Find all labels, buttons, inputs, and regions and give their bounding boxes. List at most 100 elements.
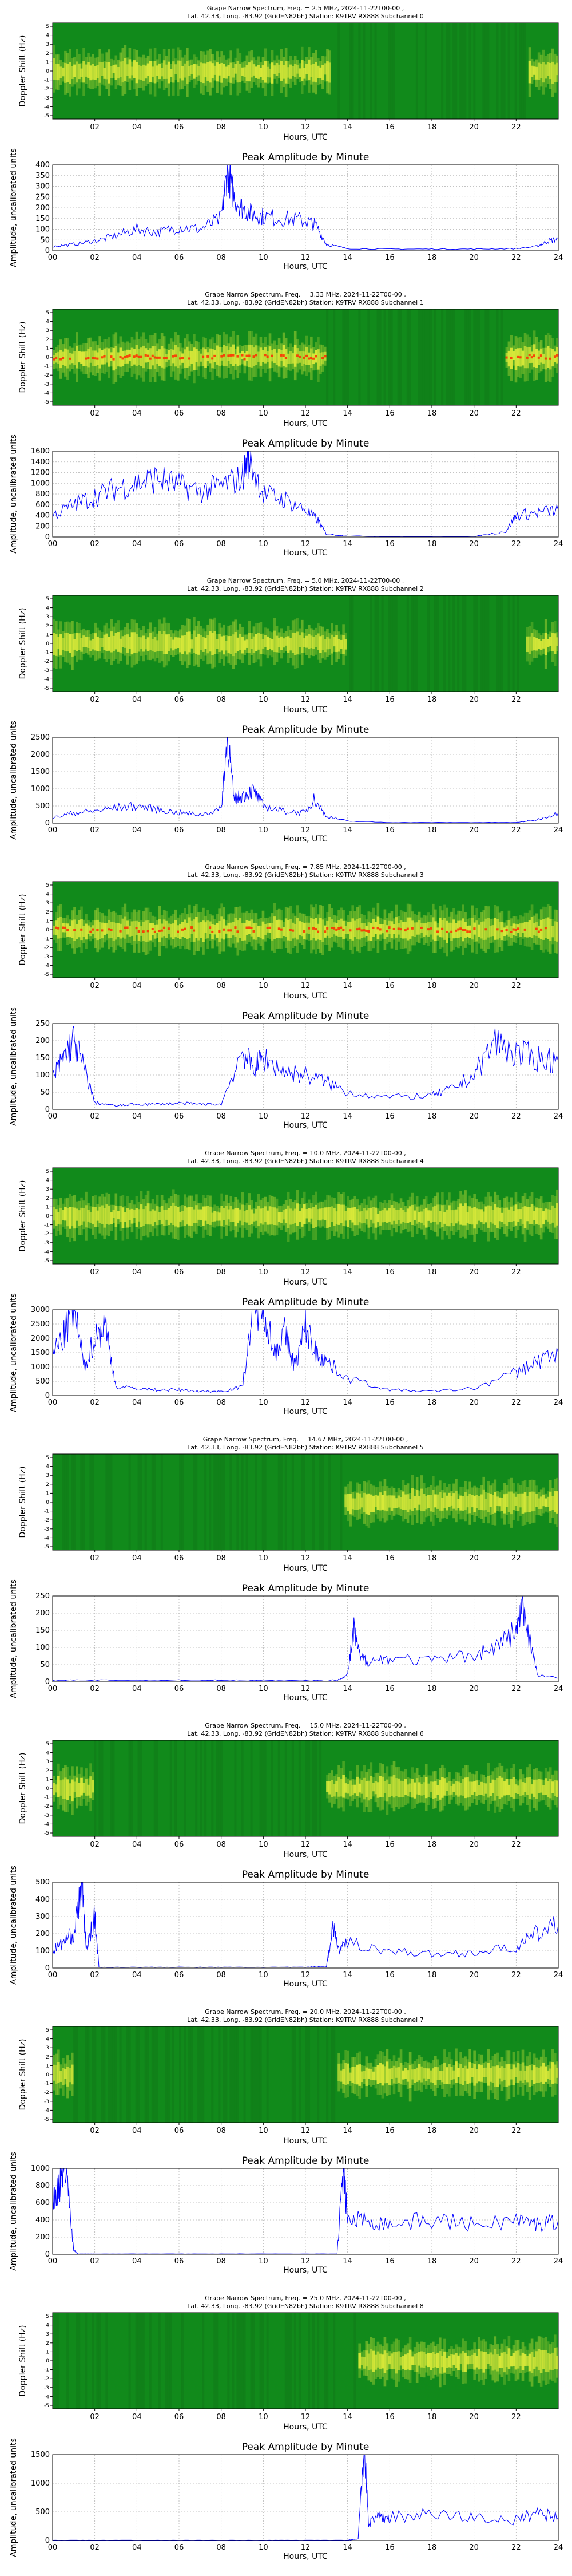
spectrogram-xtick-label: 10 — [259, 1840, 268, 1849]
spectrogram-noise-stripe — [484, 309, 487, 405]
spectrogram-ytick-label: 4 — [46, 2037, 49, 2042]
spectrogram-band — [530, 65, 534, 77]
spectrogram-band — [53, 1783, 55, 1795]
spectrogram-glow — [439, 906, 442, 949]
spectrogram-band — [326, 1781, 329, 1792]
spectrogram-glow — [473, 1194, 476, 1242]
spectrogram-core — [324, 355, 327, 358]
spectrogram-glow — [535, 1768, 538, 1811]
spectrogram-glow — [218, 623, 221, 663]
spectrogram-band — [57, 64, 60, 81]
spectrogram-band — [542, 639, 545, 649]
spectrogram-band — [239, 352, 242, 366]
spectrogram-core — [153, 356, 157, 359]
spectrogram-xtick-label: 04 — [132, 2127, 142, 2135]
spectrogram-ylabel: Doppler Shift (Hz) — [18, 608, 27, 679]
spectrogram-noise-stripe — [277, 1454, 280, 1550]
spectrogram-noise-stripe — [312, 2313, 315, 2409]
spectrogram-glow — [434, 2346, 437, 2375]
spectrogram-xtick-label: 12 — [301, 1268, 311, 1277]
spectrogram-glow — [367, 2343, 371, 2381]
spectrogram-band — [555, 921, 559, 942]
spectrogram-band — [422, 2352, 426, 2368]
spectrogram-band — [76, 1208, 78, 1221]
peak-ytick-label: 250 — [35, 193, 50, 202]
peak-xtick-label: 14 — [343, 540, 352, 548]
peak-ytick-label: 50 — [40, 1088, 50, 1097]
peak-ylabel: Amplitude, uncalibrated units — [9, 721, 18, 840]
spectrogram-band — [110, 66, 113, 78]
spectrogram-band — [528, 1207, 531, 1224]
spectrogram-band — [487, 1776, 490, 1798]
spectrogram-band — [82, 1783, 85, 1793]
spectrogram-ytick-label: -1 — [44, 1223, 49, 1228]
spectrogram-band — [459, 2353, 462, 2365]
spectrogram-glow — [82, 1776, 85, 1799]
spectrogram-band — [87, 1784, 90, 1796]
peak-ytick-label: 1500 — [31, 1349, 50, 1357]
spectrogram-glow — [450, 2346, 453, 2376]
spectrogram-glow — [455, 1479, 458, 1523]
peak-xtick-label: 14 — [343, 1112, 352, 1121]
spectrogram-core — [59, 358, 62, 361]
spectrogram-glow — [206, 50, 209, 92]
spectrogram-band — [245, 65, 249, 81]
spectrogram-noise-stripe — [448, 309, 451, 405]
spectrogram-noise-stripe — [408, 309, 411, 405]
spectrogram-glow — [528, 2052, 531, 2100]
spectrogram-glow — [319, 61, 322, 84]
peak-xtick-label: 20 — [469, 1398, 479, 1407]
spectrogram-glow — [473, 1774, 476, 1799]
spectrogram-ytick-label: -2 — [44, 659, 49, 665]
spectrogram-title: Grape Narrow Spectrum, Freq. = 5.0 MHz, … — [207, 577, 404, 584]
spectrogram-band — [128, 59, 132, 79]
spectrogram-glow — [165, 56, 168, 88]
peak-xtick-label: 16 — [385, 1112, 395, 1121]
spectrogram-xtick-label: 22 — [511, 1554, 521, 1563]
spectrogram-glow — [80, 1197, 83, 1235]
spectrogram-glow — [429, 1775, 432, 1798]
spectrogram-glow — [291, 1202, 295, 1233]
spectrogram-noise-stripe — [197, 2026, 200, 2123]
spectrogram-glow — [459, 2052, 462, 2096]
peak-ytick-label: 0 — [45, 1964, 50, 1973]
spectrogram-ytick-label: 2 — [46, 51, 49, 57]
spectrogram-glow — [71, 1196, 74, 1238]
spectrogram-glow — [413, 2061, 416, 2091]
spectrogram-noise-stripe — [92, 2026, 94, 2123]
spectrogram-band — [266, 1210, 269, 1225]
spectrogram-band — [200, 635, 202, 650]
spectrogram-band — [480, 1494, 483, 1510]
spectrogram-glow — [223, 624, 225, 666]
spectrogram-glow — [158, 619, 161, 663]
spectrogram-band — [528, 636, 531, 654]
spectrogram-band — [429, 1781, 432, 1792]
spectrogram-ytick-label: 2 — [46, 623, 49, 629]
spectrogram-glow — [333, 1198, 336, 1236]
spectrogram-ytick-label: -4 — [44, 1535, 49, 1541]
peak-xtick-label: 22 — [511, 254, 521, 262]
spectrogram-glow — [392, 1201, 396, 1228]
spectrogram-subtitle: Lat. 42.33, Long. -83.92 (GridEN82bh) St… — [187, 299, 423, 306]
spectrogram-band — [216, 639, 219, 649]
spectrogram-glow — [184, 1194, 186, 1238]
spectrogram-glow — [206, 910, 209, 949]
spectrogram-band — [167, 634, 170, 651]
spectrogram-glow — [505, 2346, 509, 2375]
peak-xtick-label: 08 — [216, 2543, 226, 2552]
spectrogram-band — [321, 635, 324, 650]
spectrogram-glow — [372, 1485, 375, 1523]
spectrogram-band — [57, 637, 60, 650]
spectrogram-glow — [408, 2337, 412, 2383]
spectrogram-noise-stripe — [101, 2026, 104, 2123]
peak-frame — [52, 2168, 559, 2255]
spectrogram-noise-stripe — [158, 2313, 161, 2409]
spectrogram-glow — [390, 1486, 394, 1520]
spectrogram-band — [71, 1207, 74, 1227]
spectrogram-glow — [89, 634, 92, 658]
spectrogram-glow — [360, 2065, 364, 2089]
spectrogram-band — [85, 637, 88, 647]
spectrogram-glow — [250, 633, 253, 655]
spectrogram-glow — [200, 912, 202, 948]
spectrogram-glow — [227, 626, 230, 664]
